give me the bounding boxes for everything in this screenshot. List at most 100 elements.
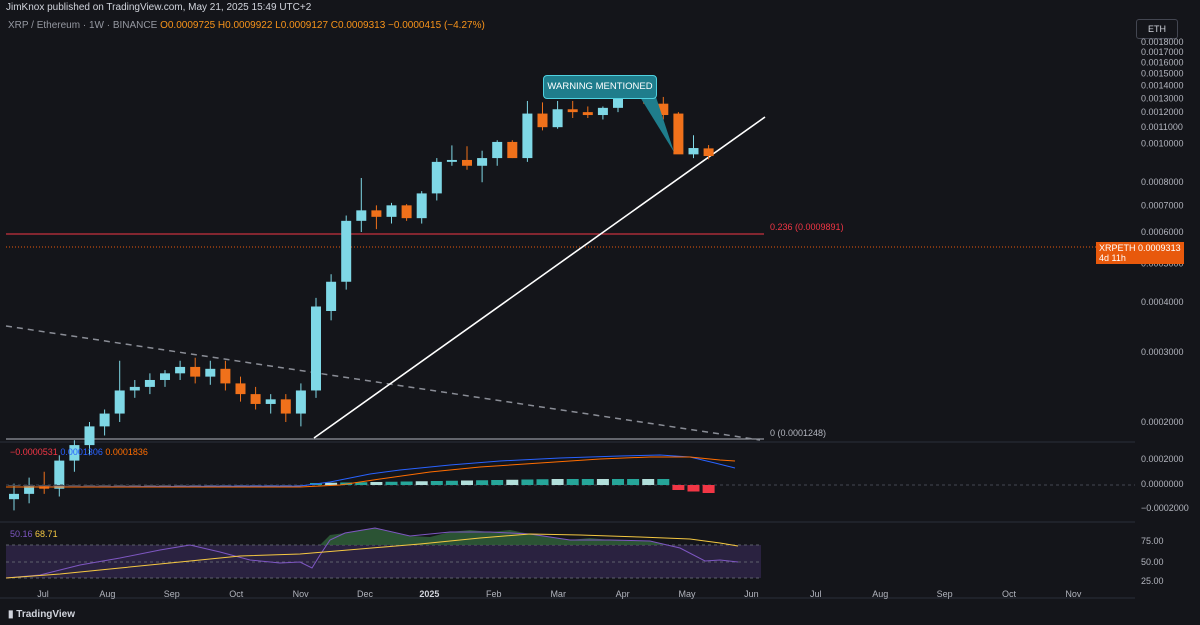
price-axis[interactable]: 0.00020000.00030000.00040000.00050000.00…: [1141, 37, 1184, 427]
candle-body[interactable]: [492, 141, 503, 159]
candle-body[interactable]: [190, 366, 201, 377]
candle-body[interactable]: [295, 390, 306, 414]
currency-button[interactable]: ETH: [1136, 19, 1178, 39]
macd-axis-label-3: −0.0002000: [1141, 503, 1189, 513]
macd-bar: [370, 482, 383, 485]
candle-body[interactable]: [69, 445, 80, 461]
candle-body[interactable]: [84, 426, 95, 446]
macd-legend: −0.0000531 0.0001306 0.0001836: [10, 447, 148, 457]
ohlc-values: O0.0009725 H0.0009922 L0.0009127 C0.0009…: [160, 20, 485, 31]
candle-body[interactable]: [175, 366, 186, 374]
candle-body[interactable]: [567, 109, 578, 113]
time-axis-tick: Jul: [810, 589, 822, 599]
price-axis-tick: 0.0004000: [1141, 297, 1184, 307]
macd-bar: [68, 485, 81, 486]
candle-body[interactable]: [220, 368, 231, 384]
candle-body[interactable]: [431, 161, 442, 194]
candle-body[interactable]: [265, 399, 276, 404]
macd-bar: [491, 480, 504, 485]
macd-bar: [53, 485, 66, 486]
candle-body[interactable]: [446, 159, 457, 162]
macd-bar: [23, 485, 36, 486]
dashed-trendline[interactable]: [5, 325, 761, 441]
rsi-value: 50.16: [10, 529, 33, 539]
candle-body[interactable]: [99, 413, 110, 427]
macd-axis-label-1: 0.0002000: [1141, 454, 1184, 464]
candle-body[interactable]: [613, 93, 623, 108]
price-axis-tick: 0.0016000: [1141, 57, 1184, 67]
candle-body[interactable]: [9, 493, 19, 500]
candle-body[interactable]: [401, 205, 412, 219]
macd-bar: [8, 485, 20, 486]
candle-body[interactable]: [250, 394, 261, 404]
price-axis-tick: 0.0017000: [1141, 47, 1184, 57]
candle-body[interactable]: [522, 113, 533, 159]
candle-body[interactable]: [703, 148, 714, 157]
warning-annotation[interactable]: WARNING MENTIONED: [543, 75, 657, 99]
rsi-axis-label-50: 50.00: [1141, 557, 1164, 567]
time-axis-tick: Dec: [357, 589, 374, 599]
macd-bar: [430, 481, 443, 485]
candle-body[interactable]: [582, 112, 593, 116]
time-axis[interactable]: Jul Aug Sep Oct Nov Dec 2025 Feb Mar Apr May Jun Jul…: [37, 589, 1082, 599]
fib-236-label: 0.236 (0.0009891): [770, 222, 844, 232]
time-axis-tick: Sep: [937, 589, 953, 599]
macd-bar: [581, 479, 594, 485]
time-axis-tick: Sep: [164, 589, 180, 599]
symbol-name[interactable]: XRP / Ethereum · 1W · BINANCE: [8, 20, 158, 31]
candle-body[interactable]: [552, 109, 563, 128]
candle-body[interactable]: [597, 107, 608, 116]
time-axis-tick: Apr: [616, 589, 630, 599]
rsi-ma-line: [5, 533, 739, 579]
candle-body[interactable]: [537, 113, 548, 128]
uptrend-line[interactable]: [313, 116, 766, 439]
candle-body[interactable]: [235, 383, 246, 395]
rsi-axis-label-25: 25.00: [1141, 576, 1164, 586]
time-axis-tick: Aug: [99, 589, 115, 599]
macd-bar: [461, 480, 473, 485]
candle-body[interactable]: [144, 379, 155, 387]
candle-body[interactable]: [205, 368, 216, 377]
macd-bar: [551, 479, 564, 485]
price-axis-tick: 0.0010000: [1141, 139, 1184, 149]
macd-histogram: [8, 479, 715, 493]
macd-signal-line: [6, 456, 736, 488]
time-axis-tick: Feb: [486, 589, 502, 599]
candle-body[interactable]: [688, 148, 699, 155]
macd-bar: [219, 485, 232, 486]
macd-bar: [355, 482, 368, 485]
tradingview-logo[interactable]: ▮ TradingView: [8, 609, 75, 620]
candle-body[interactable]: [54, 460, 65, 489]
candle-body[interactable]: [371, 210, 382, 217]
macd-bar: [143, 485, 156, 486]
fib-0-label: 0 (0.0001248): [770, 428, 826, 438]
candle-body[interactable]: [386, 205, 397, 217]
candle-body[interactable]: [673, 113, 684, 155]
macd-bar: [98, 485, 111, 486]
candle-body[interactable]: [114, 390, 125, 414]
macd-bar: [400, 481, 413, 485]
candle-body[interactable]: [311, 306, 321, 391]
candle-body[interactable]: [280, 399, 291, 414]
tradingview-logo-icon: ▮: [8, 609, 14, 620]
candle-body[interactable]: [462, 159, 472, 166]
macd-bar: [445, 480, 458, 485]
candle-body[interactable]: [129, 386, 140, 391]
macd-bar: [702, 485, 715, 493]
candle-body[interactable]: [24, 486, 35, 494]
candle-body[interactable]: [356, 210, 367, 221]
price-axis-tick: 0.0008000: [1141, 177, 1184, 187]
candle-body[interactable]: [341, 220, 352, 282]
rsi-line: [5, 527, 739, 579]
candle-body[interactable]: [160, 373, 170, 380]
candle-body[interactable]: [477, 158, 488, 166]
time-axis-tick: Jun: [744, 589, 759, 599]
candle-body[interactable]: [326, 281, 337, 311]
candle-body[interactable]: [658, 103, 669, 116]
candle-body[interactable]: [416, 193, 427, 219]
macd-bar: [476, 480, 489, 485]
macd-bar: [687, 485, 700, 492]
candle-body[interactable]: [507, 141, 518, 159]
macd-bar: [612, 479, 624, 485]
